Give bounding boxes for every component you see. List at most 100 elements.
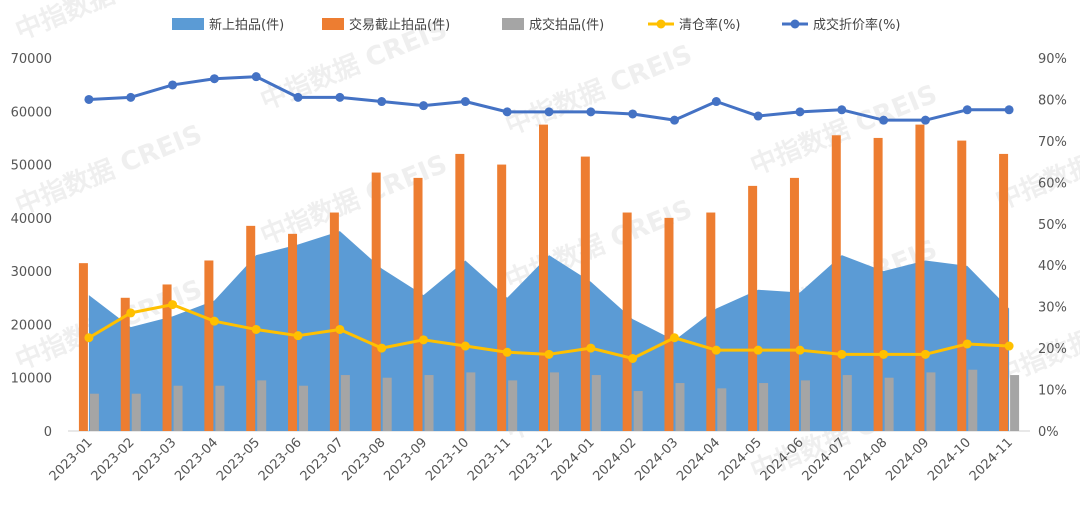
point-discount-rate — [126, 92, 136, 102]
bar-sold-items — [173, 385, 183, 431]
point-clearance-rate — [126, 308, 136, 318]
point-discount-rate — [251, 72, 261, 82]
bar-sold-items — [675, 383, 685, 431]
point-discount-rate — [209, 74, 219, 84]
bar-deadline-items — [497, 164, 507, 432]
point-clearance-rate — [920, 349, 930, 359]
point-discount-rate — [879, 115, 889, 125]
x-tick-label: 2023-07 — [298, 435, 347, 484]
point-discount-rate — [1004, 105, 1014, 115]
y-left-tick-label: 40000 — [11, 212, 52, 227]
point-discount-rate — [628, 109, 638, 119]
point-discount-rate — [335, 92, 345, 102]
point-clearance-rate — [84, 333, 94, 343]
point-discount-rate — [753, 111, 763, 121]
bar-deadline-items — [748, 185, 758, 431]
bar-deadline-items — [78, 263, 88, 431]
x-tick-label: 2024-09 — [883, 435, 932, 484]
bar-deadline-items — [957, 140, 967, 432]
legend-swatch-marker — [790, 19, 800, 29]
bar-series-layer — [78, 124, 1020, 432]
bar-deadline-items — [915, 124, 925, 431]
x-tick-label: 2023-03 — [130, 435, 179, 484]
bar-sold-items — [299, 385, 309, 431]
y-right-tick-label: 90% — [1038, 52, 1067, 67]
point-clearance-rate — [251, 324, 261, 334]
watermark-text: 中指数据 CREIS — [501, 39, 696, 141]
bar-deadline-items — [831, 135, 841, 431]
x-tick-label: 2023-06 — [256, 435, 305, 484]
y-right-tick-label: 80% — [1038, 93, 1067, 108]
point-discount-rate — [920, 115, 930, 125]
bar-deadline-items — [204, 260, 214, 431]
point-discount-rate — [84, 94, 94, 104]
bar-deadline-items — [120, 297, 130, 431]
bar-deadline-items — [329, 212, 339, 431]
bar-sold-items — [1010, 375, 1020, 431]
bar-sold-items — [884, 377, 894, 431]
point-clearance-rate — [879, 349, 889, 359]
point-discount-rate — [962, 105, 972, 115]
point-clearance-rate — [544, 349, 554, 359]
y-right-tick-label: 10% — [1038, 384, 1067, 399]
legend-swatch — [502, 18, 524, 30]
x-tick-label: 2023-04 — [172, 435, 221, 484]
bar-sold-items — [842, 375, 852, 431]
bar-sold-items — [257, 380, 267, 431]
bar-sold-items — [424, 375, 434, 431]
point-clearance-rate — [502, 347, 512, 357]
bar-deadline-items — [455, 153, 465, 431]
point-discount-rate — [586, 107, 596, 117]
y-left-tick-label: 70000 — [11, 52, 52, 67]
legend: 新上拍品(件) 交易截止拍品(件) 成交拍品(件) 清仓率(%) 成交折价率(%) — [172, 17, 901, 33]
point-discount-rate — [377, 97, 387, 107]
point-discount-rate — [419, 101, 429, 111]
x-tick-label: 2023-01 — [47, 435, 96, 484]
bar-sold-items — [89, 393, 99, 431]
point-discount-rate — [460, 97, 470, 107]
point-discount-rate — [711, 97, 721, 107]
point-clearance-rate — [753, 345, 763, 355]
y-left-tick-label: 10000 — [11, 372, 52, 387]
point-clearance-rate — [628, 353, 638, 363]
point-clearance-rate — [962, 339, 972, 349]
bar-sold-items — [466, 372, 476, 431]
bar-deadline-items — [413, 177, 423, 431]
point-clearance-rate — [168, 300, 178, 310]
bar-deadline-items — [162, 284, 172, 431]
y-left-tick-label: 50000 — [11, 159, 52, 174]
x-tick-label: 2023-11 — [465, 435, 514, 484]
bar-sold-items — [759, 383, 769, 431]
legend-swatch-marker — [656, 19, 666, 29]
legend-label: 新上拍品(件) — [209, 17, 284, 33]
bar-sold-items — [968, 369, 978, 431]
y-right-tick-label: 20% — [1038, 342, 1067, 357]
watermark-text: 中指数据 CREIS — [746, 79, 941, 181]
area-series-layer — [88, 231, 1010, 431]
point-discount-rate — [168, 80, 178, 90]
bar-deadline-items — [664, 217, 674, 431]
point-clearance-rate — [335, 324, 345, 334]
bar-sold-items — [382, 377, 392, 431]
legend-label: 交易截止拍品(件) — [349, 17, 450, 33]
y-left-tick-label: 60000 — [11, 105, 52, 120]
y-left-tick-label: 20000 — [11, 318, 52, 333]
y-left-tick-label: 0 — [44, 425, 52, 440]
point-clearance-rate — [209, 316, 219, 326]
point-discount-rate — [502, 107, 512, 117]
point-discount-rate — [293, 92, 303, 102]
bar-deadline-items — [288, 233, 298, 431]
point-clearance-rate — [586, 343, 596, 353]
point-clearance-rate — [837, 349, 847, 359]
bar-deadline-items — [706, 212, 716, 431]
bar-sold-items — [591, 375, 601, 431]
bar-deadline-items — [873, 137, 883, 431]
x-tick-label: 2024-01 — [549, 435, 598, 484]
x-tick-label: 2023-05 — [214, 435, 263, 484]
y-right-tick-label: 40% — [1038, 259, 1067, 274]
bar-sold-items — [800, 380, 810, 431]
point-discount-rate — [669, 115, 679, 125]
point-clearance-rate — [293, 331, 303, 341]
bar-deadline-items — [371, 172, 381, 432]
